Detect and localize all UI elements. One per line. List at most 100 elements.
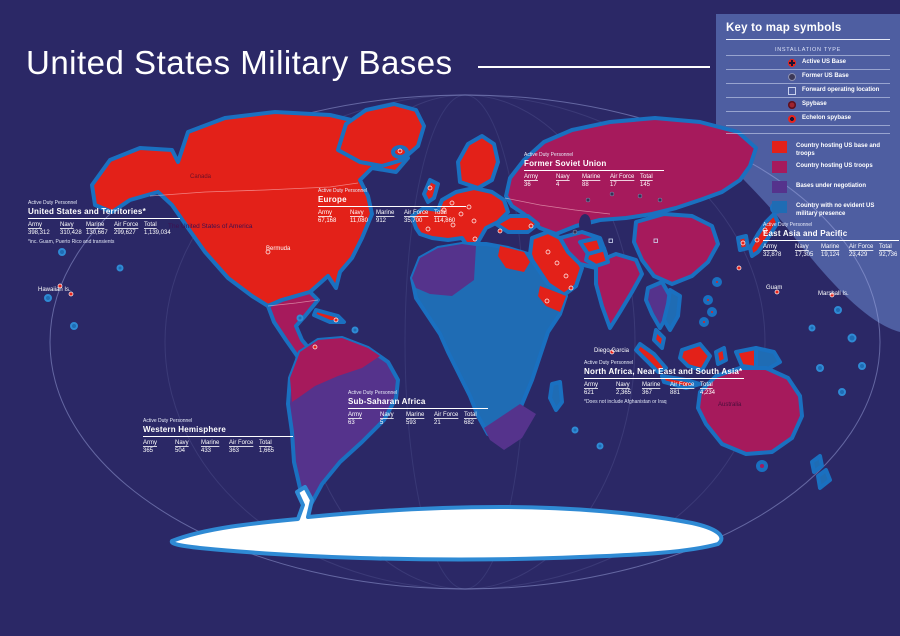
- col-air-force: Air Force: [404, 210, 429, 216]
- table-superlabel: Active Duty Personnel: [28, 200, 78, 206]
- value-marine: 433: [201, 448, 212, 454]
- color-swatch: [772, 201, 787, 213]
- col-air-force: Air Force: [114, 222, 139, 228]
- table-header-row: Army Navy Marine Air Force Total: [143, 440, 293, 446]
- table-header-row: Army Navy Marine Air Force Total: [763, 244, 899, 250]
- land-sumatra: [634, 342, 668, 374]
- legend-color-row: Country hosting US troops: [726, 161, 890, 181]
- legend-symbol-label: Forward operating location: [802, 87, 880, 94]
- region-name: East Asia and Pacific: [763, 229, 899, 241]
- table-superlabel: Active Duty Personnel: [763, 222, 813, 228]
- table-header-row: Army Navy Marine Air Force Total: [318, 210, 466, 216]
- value-marine: 130,667: [86, 230, 108, 236]
- region-name: Former Soviet Union: [524, 159, 664, 171]
- region-stat-table: Active Duty Personnel East Asia and Paci…: [763, 222, 899, 261]
- col-army: Army: [348, 412, 362, 418]
- col-total: Total: [879, 244, 892, 250]
- land-new-zealand-south: [816, 468, 832, 490]
- col-army: Army: [763, 244, 777, 250]
- col-air-force: Air Force: [434, 412, 459, 418]
- table-value-row: 63 5 593 21 682: [348, 420, 488, 426]
- table-superlabel: Active Duty Personnel: [318, 188, 368, 194]
- value-navy: 4: [556, 182, 560, 188]
- value-navy: 17,305: [795, 252, 814, 258]
- region-name: North Africa, Near East and South Asia*: [584, 367, 744, 379]
- table-superlabel: Active Duty Personnel: [584, 360, 634, 366]
- table-header-row: Army Navy Marine Air Force Total: [524, 174, 664, 180]
- table-value-row: 365 504 433 363 1,665: [143, 448, 293, 454]
- value-total: 682: [464, 420, 475, 426]
- map-label: Canada: [190, 174, 212, 180]
- page-title: United States Military Bases: [26, 44, 453, 81]
- former-base-markers: [572, 191, 663, 235]
- legend-symbol-label: Echelon spybase: [802, 115, 852, 122]
- value-army: 32,878: [763, 252, 782, 258]
- value-marine: 912: [376, 218, 387, 224]
- legend-color-label: Country hosting US base and troops: [796, 143, 881, 158]
- forward-operating-location-markers: [608, 238, 658, 243]
- land-afghanistan: [578, 236, 604, 256]
- legend-symbol-row: Active US Base: [726, 56, 890, 70]
- map-label: Hawaiian Is.: [38, 287, 71, 293]
- land-philippines-2: [707, 307, 717, 317]
- col-navy: Navy: [616, 382, 630, 388]
- table-footnote: *Does not include Afghanistan or Iraq: [584, 399, 667, 405]
- value-army: 621: [584, 390, 595, 396]
- table-superlabel: Active Duty Personnel: [143, 418, 193, 424]
- value-navy: 5: [380, 420, 384, 426]
- map-label: Guam: [766, 285, 783, 291]
- table-superlabel: Active Duty Personnel: [524, 152, 574, 158]
- col-total: Total: [434, 210, 447, 216]
- legend-color-row: Country with no evident US military pres…: [726, 201, 890, 221]
- col-navy: Navy: [556, 174, 570, 180]
- value-navy: 2,365: [616, 390, 632, 396]
- legend-symbol-label: Spybase: [802, 101, 827, 108]
- table-header-row: Army Navy Marine Air Force Total: [584, 382, 744, 388]
- region-stat-table: Active Duty Personnel Former Soviet Unio…: [524, 152, 664, 191]
- col-air-force: Air Force: [229, 440, 254, 446]
- value-army: 365: [143, 448, 154, 454]
- table-superlabel: Active Duty Personnel: [348, 390, 398, 396]
- color-swatch: [772, 161, 787, 173]
- land-philippines-1: [703, 295, 713, 305]
- value-total: 1,139,034: [144, 230, 171, 236]
- land-horn-of-africa: [538, 286, 566, 312]
- col-total: Total: [144, 222, 157, 228]
- col-marine: Marine: [642, 382, 661, 388]
- legend-panel: Key to map symbols INSTALLATION TYPE Act…: [716, 14, 900, 221]
- table-header-row: Army Navy Marine Air Force Total: [348, 412, 488, 418]
- legend-color-label: Bases under negotiation: [796, 183, 867, 189]
- land-south-america-north: [290, 338, 380, 402]
- legend-symbol-row: Echelon spybase: [726, 112, 890, 126]
- col-navy: Navy: [175, 440, 189, 446]
- map-label: Marshall Is.: [818, 291, 849, 297]
- legend-color-row: Bases under negotiation: [726, 181, 890, 201]
- value-navy: 11,080: [350, 218, 368, 224]
- value-air-force: 299,627: [114, 230, 136, 236]
- value-air-force: 35,700: [404, 218, 423, 224]
- value-army: 36: [524, 182, 531, 188]
- land-taiwan: [712, 277, 722, 287]
- land-europe: [410, 186, 510, 252]
- region-stat-table: Active Duty Personnel North Africa, Near…: [584, 360, 744, 405]
- region-name: Sub-Saharan Africa: [348, 397, 488, 409]
- col-total: Total: [464, 412, 477, 418]
- land-vietnam: [662, 288, 682, 332]
- col-navy: Navy: [380, 412, 394, 418]
- col-marine: Marine: [821, 244, 840, 250]
- col-army: Army: [28, 222, 42, 228]
- land-tasmania: [756, 460, 768, 472]
- value-marine: 367: [642, 390, 653, 396]
- col-army: Army: [318, 210, 332, 216]
- legend-title-rule: [726, 39, 890, 40]
- value-air-force: 17: [610, 182, 617, 188]
- value-total: 92,736: [879, 252, 898, 258]
- col-marine: Marine: [86, 222, 105, 228]
- land-java: [660, 374, 702, 390]
- col-army: Army: [524, 174, 538, 180]
- land-southern-africa: [484, 404, 536, 450]
- value-army: 398,312: [28, 230, 50, 236]
- legend-symbol-label: Former US Base: [802, 73, 849, 80]
